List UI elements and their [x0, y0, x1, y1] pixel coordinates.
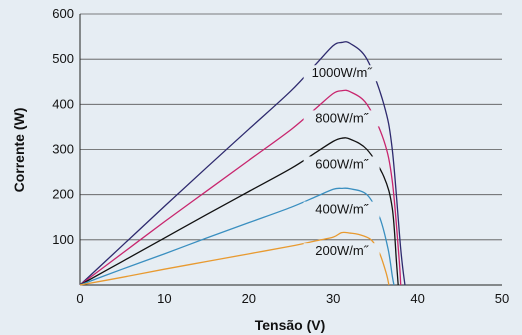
x-axis-title: Tensão (V) [255, 317, 326, 333]
x-tick-label: 40 [410, 291, 424, 306]
x-tick-label: 30 [326, 291, 340, 306]
series-line [79, 137, 399, 286]
series-label: 600W/m˝ [315, 156, 369, 171]
series-label: 200W/m˝ [315, 243, 369, 258]
y-tick-label: 500 [52, 51, 74, 66]
y-tick-label: 300 [52, 142, 74, 157]
x-tick-label: 20 [242, 291, 256, 306]
x-tick-label: 0 [76, 291, 83, 306]
series-label: 800W/m˝ [315, 110, 369, 125]
x-tick-label: 10 [157, 291, 171, 306]
y-tick-label: 200 [52, 187, 74, 202]
series-line [79, 187, 395, 286]
series-label-bg [303, 201, 380, 218]
series-line [79, 41, 406, 286]
series-label-bg [303, 156, 380, 173]
y-tick-label: 600 [52, 6, 74, 21]
y-tick-label: 400 [52, 96, 74, 111]
x-tick-label: 50 [495, 291, 509, 306]
series-label: 400W/m˝ [315, 202, 369, 217]
series-line [79, 89, 402, 286]
y-axis-title: Corrente (W) [11, 108, 27, 193]
series-label-bg [303, 65, 380, 82]
series-label: 1000W/m˝ [312, 65, 374, 80]
series-label-bg [303, 243, 380, 260]
y-tick-label: 100 [52, 232, 74, 247]
series-label-bg [303, 110, 380, 127]
